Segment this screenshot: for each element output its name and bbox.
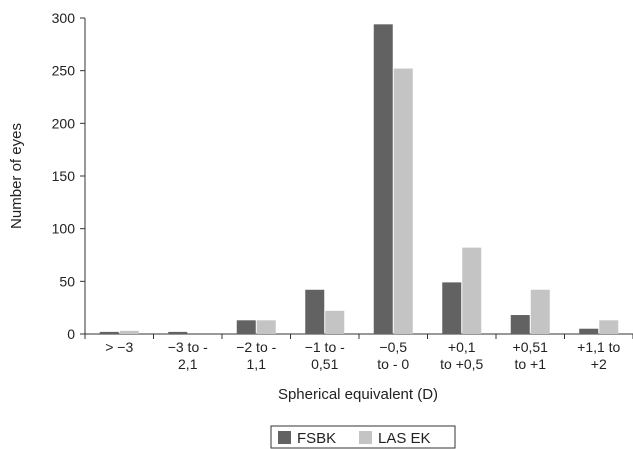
x-tick-label: > −3 xyxy=(105,339,133,355)
bar-las-ek xyxy=(325,310,345,334)
y-tick-label: 300 xyxy=(52,10,76,26)
y-axis-title: Number of eyes xyxy=(8,123,25,229)
x-tick-label: to +0,5 xyxy=(440,356,483,372)
y-tick-label: 200 xyxy=(52,115,76,131)
x-axis: > −3 −3 to -2,1−2 to -1,1−1 to -0,51−0,5t… xyxy=(84,333,633,372)
y-tick-label: 150 xyxy=(52,168,76,184)
bar-las-ek xyxy=(119,330,139,334)
x-tick-label: −3 to - xyxy=(168,339,208,355)
bar-fsbk xyxy=(442,282,462,334)
x-tick-label: 0,51 xyxy=(311,356,338,372)
y-axis: 0 50 100 150 200 250 300 xyxy=(52,10,86,342)
bar-fsbk xyxy=(168,331,188,334)
legend-swatch xyxy=(359,431,372,444)
x-tick-label: −2 to - xyxy=(236,339,276,355)
x-tick-label: to - 0 xyxy=(377,356,409,372)
bar-las-ek xyxy=(599,320,619,334)
legend-swatch xyxy=(278,431,291,444)
legend-label: LAS EK xyxy=(378,430,431,447)
legend: FSBK LAS EK xyxy=(270,425,456,449)
x-tick-label: 1,1 xyxy=(247,356,267,372)
bar-las-ek xyxy=(530,289,550,334)
bar-fsbk xyxy=(510,315,530,334)
x-tick-label: −1 to - xyxy=(305,339,345,355)
bar-fsbk xyxy=(99,331,119,334)
legend-label: FSBK xyxy=(297,430,336,447)
bar-fsbk xyxy=(373,24,393,334)
y-tick-label: 250 xyxy=(52,63,76,79)
x-tick-label: −0,5 xyxy=(379,339,407,355)
x-tick-label: to +1 xyxy=(514,356,546,372)
x-tick-label: 2,1 xyxy=(178,356,198,372)
x-axis-title: Spherical equivalent (D) xyxy=(278,386,438,403)
bar-fsbk xyxy=(236,320,256,334)
bar-las-ek xyxy=(256,320,276,334)
y-tick-label: 100 xyxy=(52,221,76,237)
x-tick-label: +2 xyxy=(591,356,607,372)
legend-frame xyxy=(270,425,456,449)
x-tick-label: +1,1 to xyxy=(577,339,620,355)
bars xyxy=(99,24,619,334)
bar-fsbk xyxy=(579,328,599,334)
x-tick-label: +0,1 xyxy=(448,339,476,355)
y-tick-label: 50 xyxy=(59,273,75,289)
y-tick-label: 0 xyxy=(67,326,75,342)
x-tick-label: +0,51 xyxy=(513,339,549,355)
bar-fsbk xyxy=(305,289,325,334)
bar-las-ek xyxy=(393,68,413,334)
bar-las-ek xyxy=(462,247,482,334)
